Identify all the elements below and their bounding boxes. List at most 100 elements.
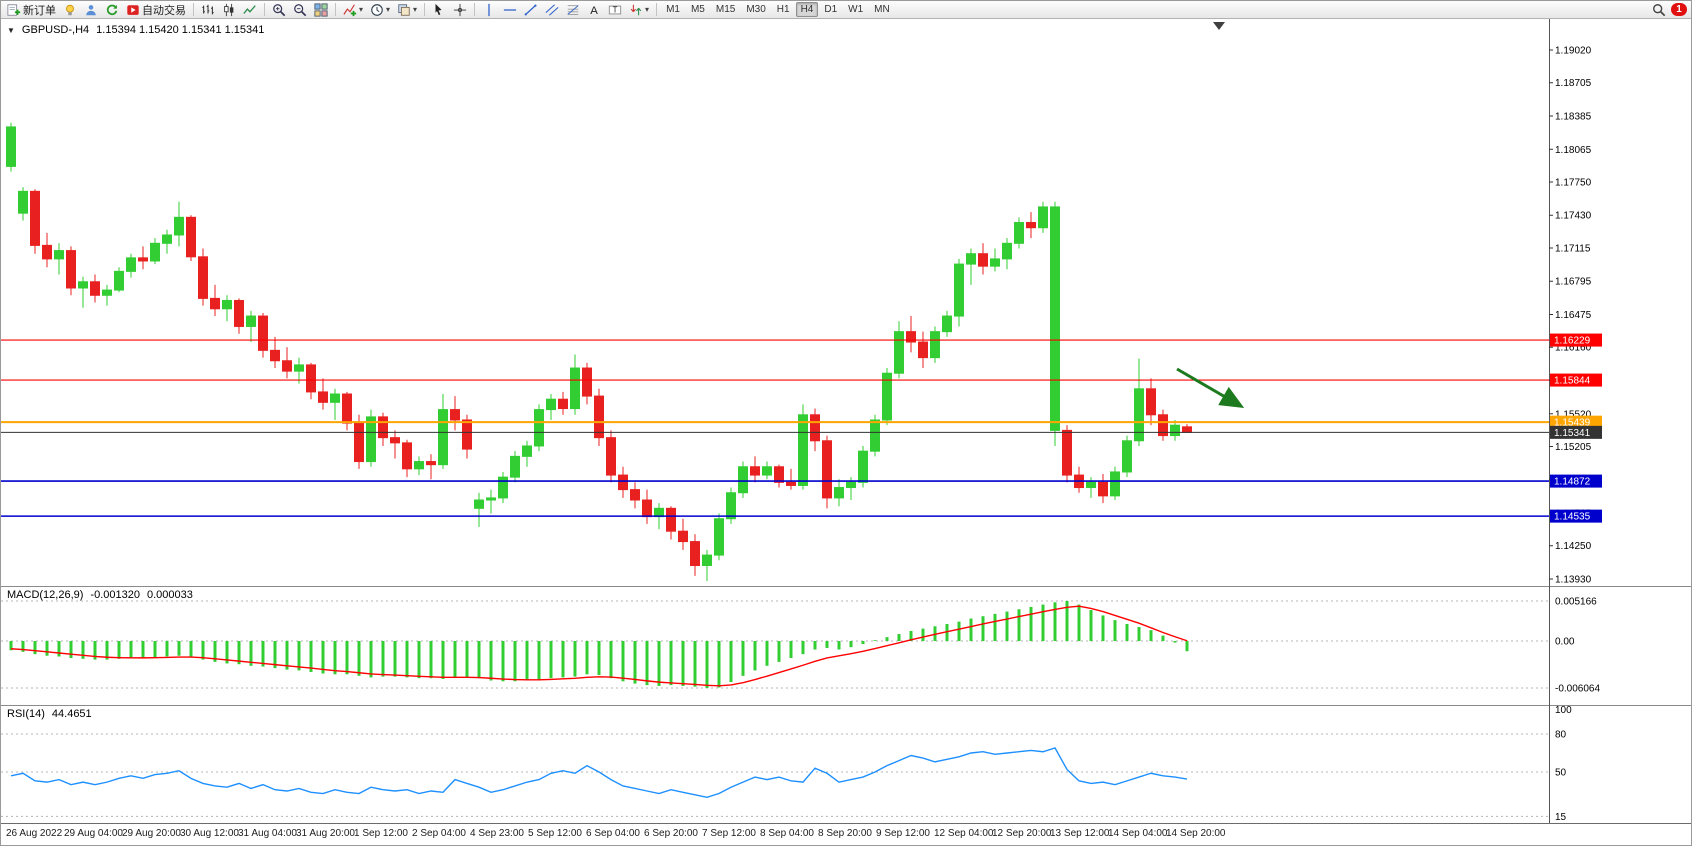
auto-trading-button[interactable]: 自动交易 (123, 1, 189, 19)
candle (810, 408, 820, 452)
dropdown-caret-icon[interactable]: ▾ (413, 4, 418, 14)
candle (702, 549, 712, 582)
time-axis-label: 2 Sep 04:00 (412, 828, 466, 839)
indicators-button[interactable]: ▾ (340, 1, 366, 19)
candle (738, 461, 748, 498)
candle (18, 187, 28, 221)
macd-name: MACD(12,26,9) (7, 589, 84, 601)
bar-chart-mode-button[interactable] (198, 1, 218, 19)
macd-panel[interactable]: 0.005166 0.00 -0.006064 (1, 586, 1692, 705)
candle (402, 439, 412, 478)
candle (90, 274, 100, 303)
candle (306, 362, 316, 400)
dropdown-caret-icon[interactable]: ▾ (359, 4, 364, 14)
periods-button[interactable]: ▾ (367, 1, 393, 19)
candle (438, 394, 448, 469)
toolbar-separator (474, 3, 476, 16)
price-badge: 1.14872 (1550, 474, 1602, 488)
tile-windows-button[interactable] (311, 1, 331, 19)
line-chart-icon (243, 3, 257, 17)
price-badge: 1.15341 (1550, 425, 1602, 439)
price-tick-label: 1.19020 (1555, 46, 1592, 57)
svg-text:T: T (613, 5, 618, 14)
line-chart-mode-button[interactable] (240, 1, 260, 19)
new-order-button[interactable]: 新订单 (4, 1, 59, 19)
indicators-icon (343, 3, 357, 17)
arrows-icon (629, 3, 643, 17)
candle (498, 471, 508, 504)
annotation-arrow[interactable] (1176, 367, 1245, 409)
price-tick-label: 1.16160 (1555, 343, 1592, 354)
refresh-button[interactable] (102, 1, 122, 19)
crosshair-button[interactable] (450, 1, 470, 19)
equidistant-channel-button[interactable] (542, 1, 562, 19)
candle (666, 506, 676, 540)
arrows-button[interactable]: ▾ (626, 1, 652, 19)
horizontal-line-button[interactable] (500, 1, 520, 19)
candle (942, 310, 952, 337)
text-label-button[interactable]: T (605, 1, 625, 19)
candle (1110, 466, 1120, 501)
candle (78, 276, 88, 308)
chart-shift-marker[interactable] (1213, 22, 1225, 30)
price-tick-label: 1.18705 (1555, 78, 1592, 89)
timeframe-h1-button[interactable]: H1 (776, 4, 790, 15)
macd-indicator-label: MACD(12,26,9) -0.001320 0.000033 (7, 589, 193, 601)
candle (642, 489, 652, 524)
toolbar-separator (335, 3, 336, 16)
dropdown-caret-icon[interactable]: ▾ (386, 4, 391, 14)
zoom-in-icon (272, 3, 286, 17)
timeframe-m5-button[interactable]: M5 (690, 4, 705, 15)
candle (138, 246, 148, 270)
price-tick-label: 1.13930 (1555, 575, 1592, 586)
time-axis-label: 30 Aug 12:00 (180, 828, 239, 839)
time-axis-label: 29 Aug 04:00 (64, 828, 123, 839)
timeframe-h4-button[interactable]: H4 (795, 2, 819, 17)
rsi-canvas[interactable]: 100 80 50 15 (1, 705, 1692, 823)
vertical-line-button[interactable] (479, 1, 499, 19)
search-icon[interactable] (1652, 3, 1666, 17)
timeframe-d1-button[interactable]: D1 (824, 4, 838, 15)
time-axis-label: 7 Sep 12:00 (702, 828, 756, 839)
new-order-label: 新订单 (23, 4, 56, 17)
timeframe-m1-button[interactable]: M1 (666, 4, 680, 15)
profiles-button[interactable] (81, 1, 101, 19)
cursor-button[interactable] (429, 1, 449, 19)
hline-icon (503, 3, 517, 17)
timeframe-m15-button[interactable]: M15 (715, 4, 736, 15)
rsi-level-label: 50 (1555, 768, 1567, 779)
zoom-out-button[interactable] (290, 1, 310, 19)
timeframe-m30-button[interactable]: M30 (746, 4, 766, 15)
cursor-icon (432, 3, 446, 17)
time-axis-label: 6 Sep 20:00 (644, 828, 698, 839)
candle (114, 267, 124, 293)
templates-button[interactable]: ▾ (394, 1, 420, 19)
dropdown-caret-icon[interactable]: ▾ (645, 4, 650, 14)
price-tick-label: 1.17115 (1555, 243, 1591, 254)
macd-axis-label: 0.00 (1555, 637, 1575, 648)
main-chart-panel[interactable]: 1.19020 1.18705 1.18385 1.18065 1.17750 1.174… (1, 19, 1692, 586)
price-badge: 1.14535 (1550, 509, 1602, 523)
candlestick-mode-button[interactable] (219, 1, 239, 19)
candle (870, 414, 880, 457)
notification-badge[interactable]: 1 (1671, 3, 1687, 16)
time-axis[interactable]: 26 Aug 2022 29 Aug 04:00 29 Aug 20:00 30 Au… (1, 823, 1691, 845)
time-axis-label: 29 Aug 20:00 (122, 828, 181, 839)
macd-canvas[interactable]: 0.005166 0.00 -0.006064 (1, 586, 1692, 705)
trendline-button[interactable] (521, 1, 541, 19)
candle (906, 316, 916, 353)
profiles-icon (84, 3, 98, 17)
fibonacci-retracement-button[interactable] (563, 1, 583, 19)
main-chart-canvas[interactable]: 1.19020 1.18705 1.18385 1.18065 1.17750 1.174… (1, 19, 1692, 586)
rsi-panel[interactable]: 100 80 50 15 (1, 705, 1692, 823)
timeframe-mn-button[interactable]: MN (874, 4, 890, 15)
timeframe-w1-button[interactable]: W1 (848, 4, 864, 15)
price-badge-label: 1.15341 (1554, 428, 1591, 439)
one-click-trading-arrow-icon[interactable]: ▼ (7, 25, 15, 35)
text-button[interactable]: A (584, 1, 604, 19)
price-tick-label: 1.15520 (1555, 409, 1592, 420)
zoom-in-button[interactable] (269, 1, 289, 19)
metaeditor-button[interactable] (60, 1, 80, 19)
candle (882, 368, 892, 426)
tile-windows-icon (314, 2, 328, 17)
